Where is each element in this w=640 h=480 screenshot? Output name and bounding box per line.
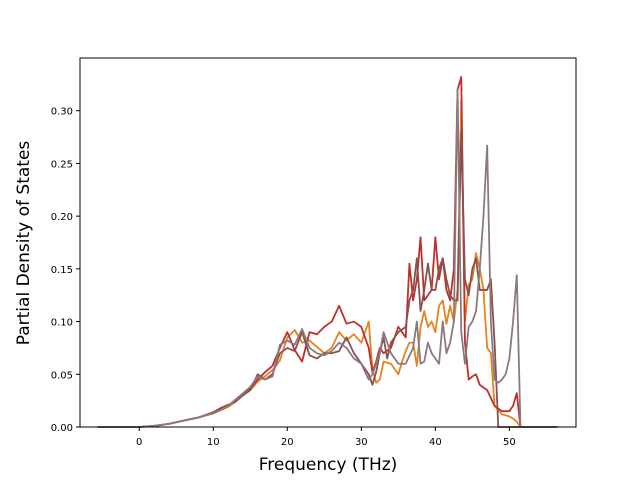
x-tick-label: 30 [355, 437, 368, 448]
series-line-1 [97, 99, 558, 428]
x-tick-label: 50 [503, 437, 516, 448]
x-axis-label: Frequency (THz) [259, 455, 398, 475]
y-tick-label: 0.20 [51, 212, 73, 223]
y-tick-label: 0.10 [51, 318, 73, 329]
x-axis-ticks: 0 10 20 30 40 50 [136, 427, 516, 448]
x-tick-label: 10 [207, 437, 220, 448]
y-axis-ticks: 0.00 0.05 0.10 0.15 0.20 0.25 0.30 [51, 107, 80, 434]
series-lines [97, 76, 558, 428]
x-tick-label: 0 [136, 437, 142, 448]
y-tick-label: 0.00 [51, 423, 73, 434]
y-tick-label: 0.05 [51, 370, 73, 381]
y-tick-label: 0.30 [51, 107, 73, 118]
x-tick-label: 40 [429, 437, 442, 448]
y-tick-label: 0.25 [51, 159, 73, 170]
axes-frame [79, 57, 577, 428]
y-tick-label: 0.15 [51, 265, 73, 276]
y-axis-label: Partial Density of States [14, 141, 34, 346]
x-tick-label: 20 [281, 437, 294, 448]
series-line-4 [97, 88, 558, 428]
